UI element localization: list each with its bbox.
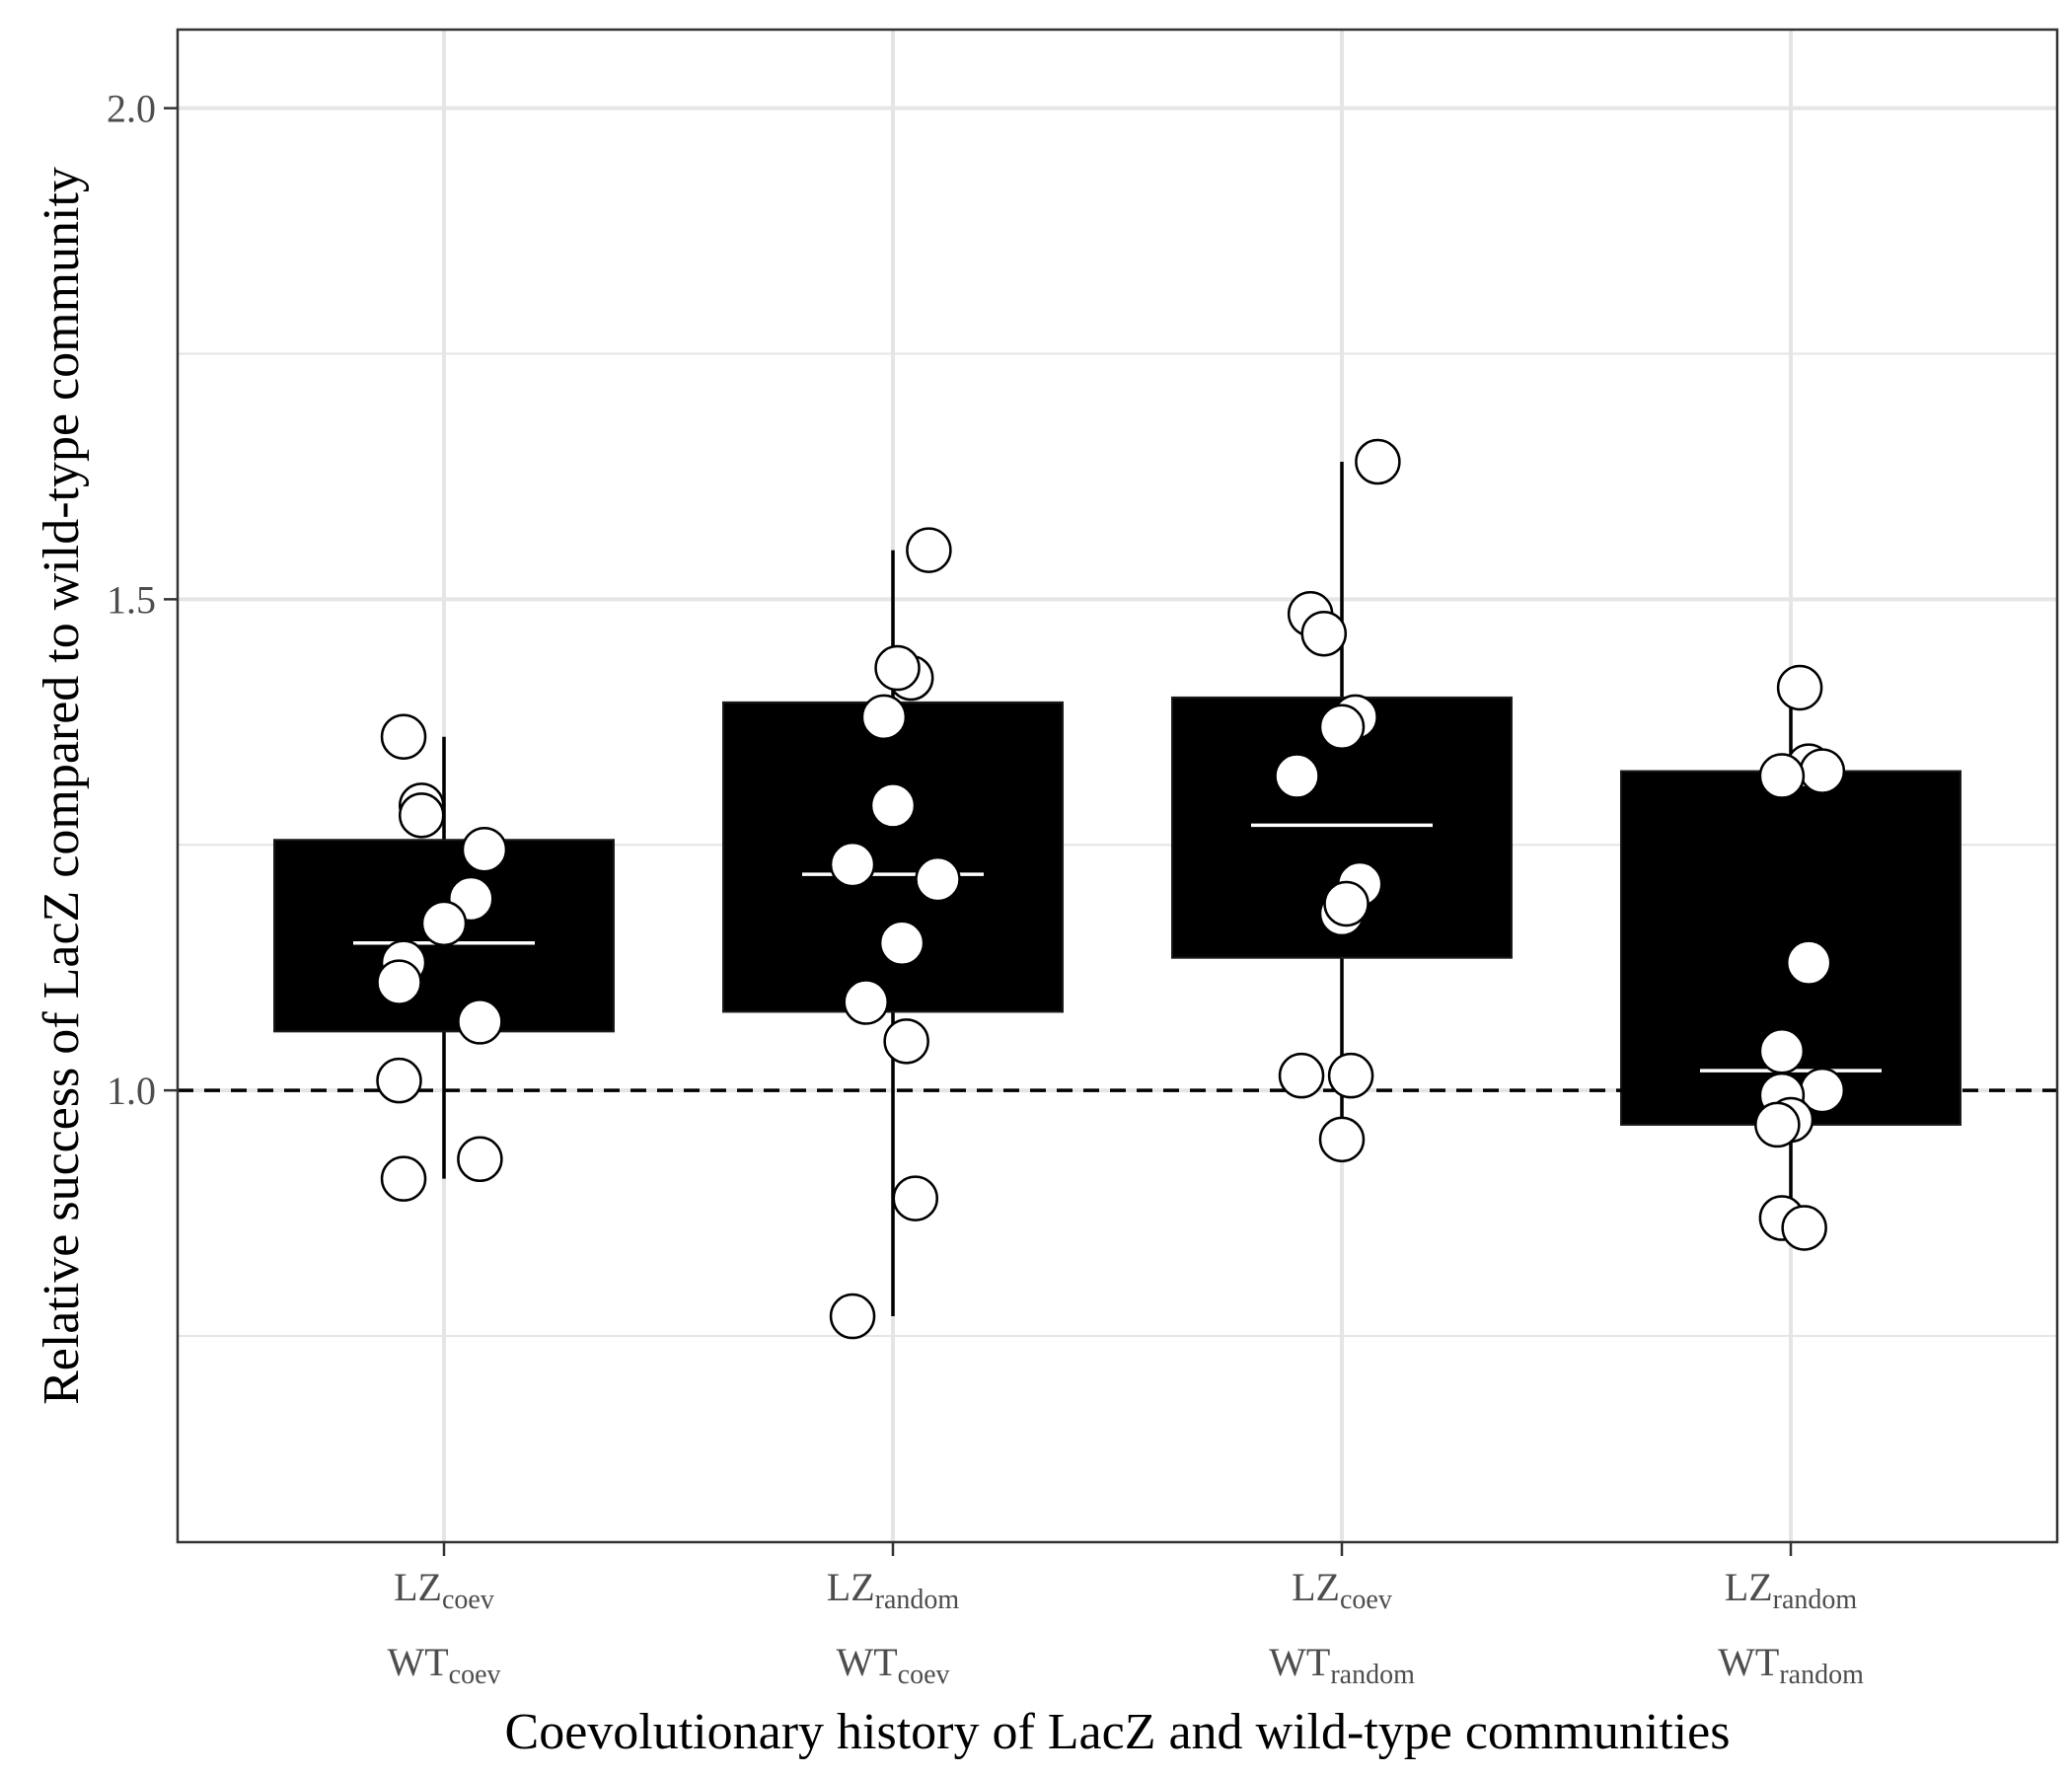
data-point: [1323, 880, 1369, 927]
x-category-label-lz: LZcoev: [1292, 1565, 1392, 1615]
x-category-label-lz: LZrandom: [827, 1565, 960, 1615]
x-category-label-wt: WTcoev: [836, 1640, 949, 1690]
panel-border: [176, 28, 2059, 1544]
data-point: [461, 826, 508, 873]
data-point: [1355, 438, 1401, 485]
data-point: [1785, 939, 1832, 986]
data-point: [1776, 664, 1823, 711]
x-category-label-wt: WTcoev: [387, 1640, 500, 1690]
data-point: [860, 694, 908, 741]
x-category-label-wt: WTrandom: [1269, 1640, 1415, 1690]
data-point: [883, 1018, 929, 1065]
y-tick-label: 1.0: [107, 1069, 156, 1113]
data-point: [376, 1057, 422, 1104]
data-point: [1754, 1101, 1801, 1148]
y-tick-label: 1.5: [107, 577, 156, 622]
data-point: [399, 792, 445, 839]
x-category-label-lz: LZcoev: [394, 1565, 494, 1615]
data-point: [376, 959, 422, 1005]
y-tick-label: 2.0: [107, 87, 156, 131]
data-point: [457, 999, 503, 1045]
x-axis-title: Coevolutionary history of LacZ and wild-…: [505, 1704, 1731, 1760]
y-axis-title: Relative success of LacZ compared to wil…: [34, 167, 90, 1405]
data-point: [906, 527, 952, 573]
data-point: [1799, 748, 1846, 794]
data-point: [1278, 1052, 1325, 1099]
data-point: [380, 1155, 427, 1202]
axes: 1.0 1.5 2.0 LZcoev WTcoev LZrandom WTcoev LZcoe…: [107, 87, 1864, 1690]
data-point: [1327, 1052, 1374, 1099]
x-category-label-wt: WTrandom: [1718, 1640, 1864, 1690]
data-point: [457, 1136, 503, 1183]
data-point: [1758, 1028, 1806, 1074]
data-point: [878, 920, 925, 967]
data-point: [420, 900, 468, 947]
data-point: [1318, 703, 1366, 751]
data-point: [869, 782, 917, 829]
data-point: [1300, 610, 1348, 657]
data-point: [1781, 1205, 1827, 1251]
box-body: [722, 701, 1064, 1013]
data-point: [843, 979, 889, 1025]
data-point: [874, 644, 921, 692]
data-point: [829, 1293, 876, 1340]
data-point: [1758, 753, 1806, 799]
data-point: [380, 713, 427, 760]
data-point: [829, 841, 876, 888]
x-category-label-lz: LZrandom: [1725, 1565, 1858, 1615]
data-point: [1274, 753, 1320, 799]
data-points: [376, 438, 1846, 1340]
data-point: [892, 1175, 938, 1221]
data-point: [1318, 1116, 1366, 1163]
data-point: [915, 855, 961, 903]
